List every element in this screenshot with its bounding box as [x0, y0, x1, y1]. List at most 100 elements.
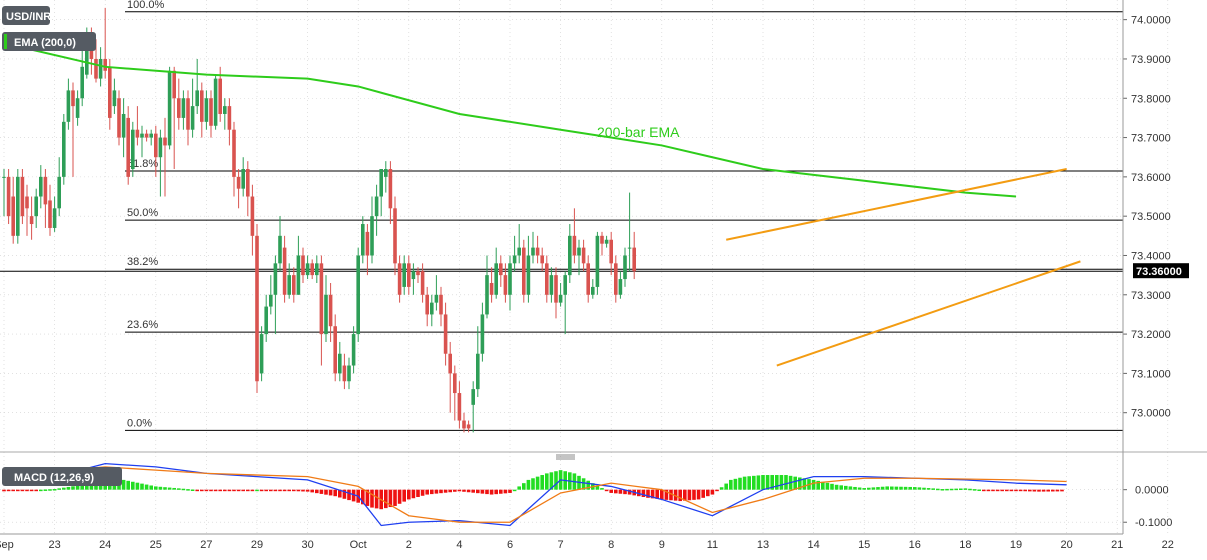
histogram-bar — [1000, 489, 1004, 492]
candle-body — [384, 169, 388, 177]
ema-legend-badge[interactable]: EMA (200,0) — [2, 32, 96, 51]
candle-body — [614, 263, 618, 295]
histogram-bar — [779, 475, 784, 490]
macd-legend-badge[interactable]: MACD (12,26,9) — [2, 467, 122, 486]
macd-tick-label: 0.0000 — [1135, 485, 1169, 497]
histogram-bar — [531, 478, 535, 490]
candle-body — [430, 302, 434, 315]
ema-legend-label: EMA (200,0) — [14, 37, 76, 49]
candle-body — [540, 255, 544, 264]
candle-body — [503, 275, 508, 295]
histogram-bar — [489, 489, 494, 495]
histogram-bar — [393, 489, 397, 506]
histogram-bar — [853, 486, 857, 490]
histogram-bar — [305, 489, 310, 492]
current-price-label: 73.36000 — [1136, 266, 1182, 278]
histogram-bar — [614, 489, 618, 494]
histogram-bar — [181, 488, 186, 491]
histogram-bar — [554, 471, 558, 490]
instrument-badge[interactable]: USD/INR — [2, 6, 51, 25]
histogram-bar — [784, 475, 788, 490]
price-tick-label: 73.0000 — [1131, 408, 1171, 420]
histogram-bar — [471, 489, 475, 493]
ema-200-line — [3, 42, 1017, 198]
histogram-bar — [848, 486, 853, 490]
histogram-bar — [940, 489, 945, 491]
candle-body — [43, 176, 48, 205]
candle-body — [108, 66, 112, 118]
histogram-bar — [738, 477, 742, 490]
candle-body — [213, 78, 218, 126]
candle-body — [577, 247, 581, 256]
time-tick-label: 19 — [1010, 539, 1022, 551]
histogram-bar — [908, 486, 912, 490]
histogram-bar — [729, 479, 733, 490]
candle-body — [618, 279, 623, 295]
histogram-bar — [761, 475, 765, 490]
candle-body — [292, 275, 296, 295]
histogram-bar — [903, 486, 908, 490]
candle-body — [328, 294, 333, 327]
candle-body — [609, 239, 613, 264]
candle-body — [89, 47, 94, 59]
histogram-bar — [121, 479, 126, 490]
candle-body — [549, 275, 554, 295]
candles — [2, 7, 636, 433]
candle-body — [20, 176, 25, 217]
histogram-bar — [857, 487, 862, 490]
histogram-bar — [609, 489, 613, 493]
histogram-bar — [1041, 489, 1046, 492]
candle-body — [338, 353, 342, 374]
candle-body — [600, 235, 604, 244]
histogram-bar — [522, 483, 526, 490]
histogram-bar — [195, 489, 199, 492]
price-tick-label: 73.1000 — [1131, 368, 1171, 380]
time-tick-label: 29 — [251, 539, 263, 551]
candle-body — [246, 169, 250, 197]
candle-body — [195, 90, 199, 107]
histogram-bar — [1055, 489, 1060, 492]
histogram-bar — [834, 484, 839, 490]
candle-body — [11, 196, 15, 236]
price-tick-label: 74.0000 — [1131, 15, 1171, 27]
pane-resize-handle[interactable] — [556, 454, 575, 460]
histogram-bar — [448, 489, 452, 493]
histogram-bar — [747, 476, 751, 490]
histogram-bar — [264, 489, 268, 492]
histogram-bar — [94, 482, 98, 490]
histogram-bar — [75, 485, 80, 490]
histogram-bar — [1005, 489, 1009, 492]
candle-body — [535, 247, 540, 256]
histogram-bar — [57, 488, 61, 490]
histogram-bar — [2, 489, 6, 492]
candle-body — [301, 255, 305, 276]
histogram-bar — [328, 489, 333, 496]
candle-body — [2, 176, 6, 178]
candle-body — [508, 263, 512, 295]
histogram-bar — [1018, 489, 1023, 492]
candle-body — [319, 263, 324, 335]
histogram-bar — [876, 487, 880, 490]
histogram-bar — [880, 486, 885, 490]
candle-body — [140, 133, 144, 138]
candle-body — [149, 133, 153, 138]
histogram-bar — [52, 489, 57, 491]
histogram-bar — [301, 489, 305, 492]
candle-body — [163, 137, 167, 146]
histogram-bar — [687, 489, 692, 501]
candle-body — [273, 263, 278, 295]
candle-body — [117, 98, 121, 138]
histogram-bar — [370, 489, 374, 508]
histogram-bar — [775, 475, 779, 490]
histogram-bar — [411, 489, 416, 499]
candle-body — [476, 353, 480, 390]
histogram-bar — [1051, 489, 1055, 492]
histogram-bar — [899, 486, 903, 490]
histogram-bar — [186, 489, 190, 491]
histogram-bar — [724, 483, 728, 490]
histogram-bar — [949, 488, 954, 491]
candle-body — [462, 420, 466, 429]
histogram-bar — [1023, 489, 1027, 492]
candle-body — [287, 275, 291, 295]
